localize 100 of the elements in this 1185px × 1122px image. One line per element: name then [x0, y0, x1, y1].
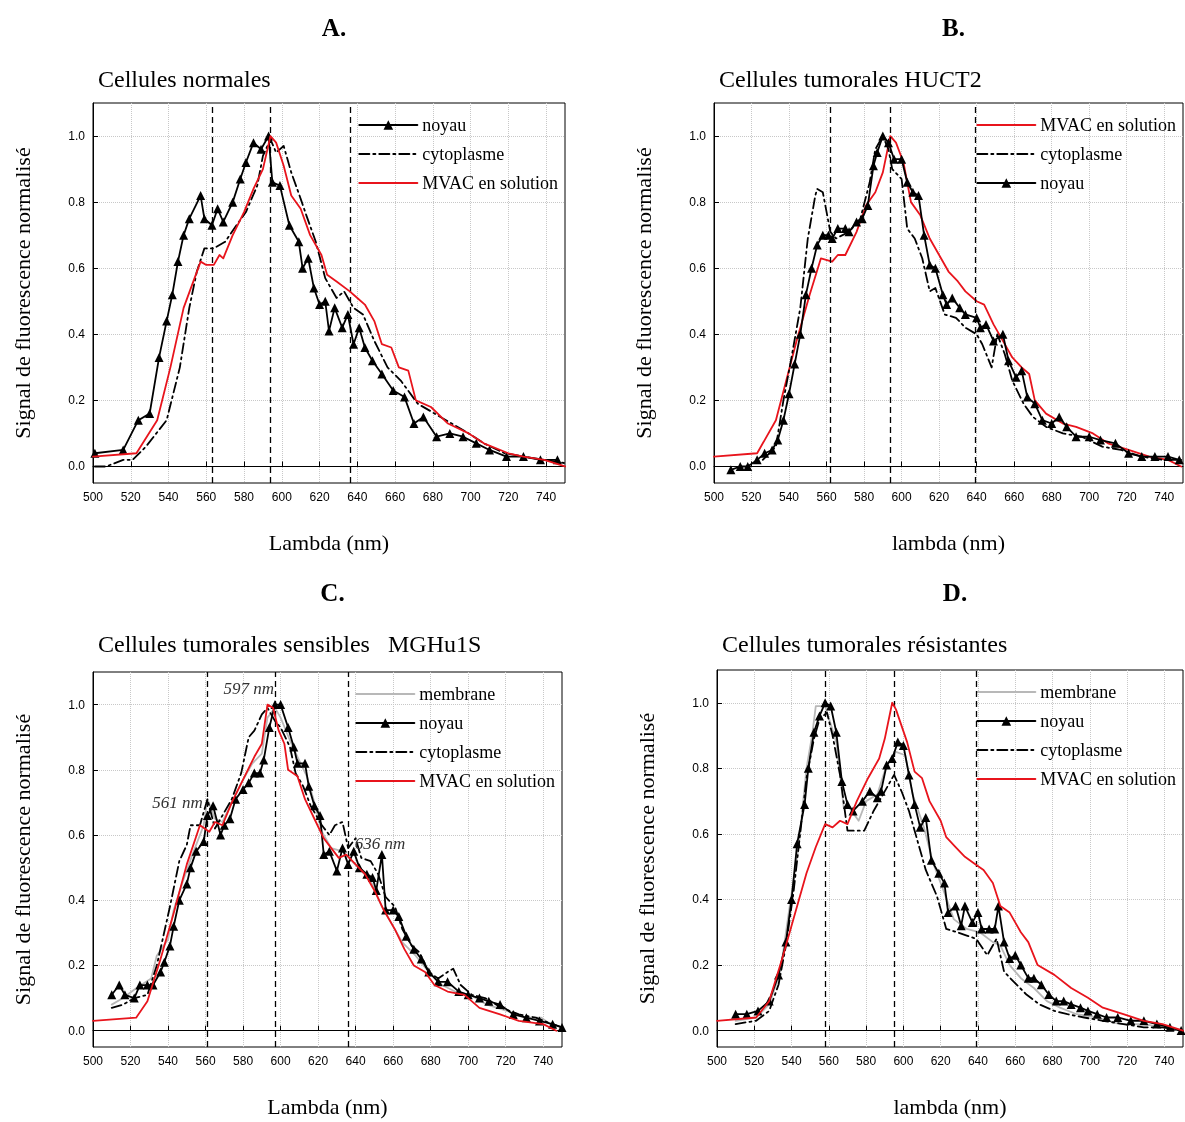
y-tick-label: 0.6 — [689, 261, 707, 276]
chart-title: C. — [320, 579, 345, 606]
point — [367, 356, 377, 366]
point — [228, 197, 238, 207]
point — [795, 329, 805, 339]
x-tick-label: 580 — [233, 1054, 254, 1068]
x-tick-label: 620 — [929, 490, 950, 504]
point — [735, 461, 745, 471]
point — [1022, 392, 1032, 402]
point — [284, 220, 294, 230]
y-tick-label: 1.0 — [689, 129, 707, 144]
x-axis-title: Lambda (nm) — [267, 1093, 388, 1119]
y-tick-label: 0.8 — [68, 762, 86, 777]
point — [1004, 356, 1014, 366]
x-tick-label: 640 — [347, 490, 368, 504]
x-tick-label: 500 — [82, 1054, 104, 1068]
annotation: 636 nm — [354, 833, 406, 853]
point — [902, 177, 912, 187]
x-tick-label: 660 — [383, 1054, 404, 1068]
y-axis-title: Signal de fluorescence normalisé — [9, 713, 35, 1006]
point — [989, 336, 999, 346]
point — [409, 419, 419, 429]
point — [445, 428, 455, 438]
y-tick-label: 0.8 — [692, 761, 710, 776]
x-tick-label: 500 — [82, 490, 104, 504]
x-tick-label: 740 — [536, 490, 557, 504]
x-tick-label: 580 — [234, 490, 255, 504]
point — [1017, 366, 1027, 376]
x-axis-title: Lambda (nm) — [268, 529, 390, 555]
point — [360, 343, 370, 353]
y-tick-label: 0.8 — [689, 195, 707, 210]
x-tick-label: 680 — [1042, 1054, 1063, 1068]
point — [133, 415, 143, 425]
annotation: 597 nm — [223, 678, 274, 698]
chart-subtitle: Cellules tumorales sensibles MGHu1S — [98, 631, 482, 657]
y-tick-label: 1.0 — [68, 697, 86, 712]
y-tick-label: 1.0 — [68, 129, 86, 144]
legend-label: cytoplasme — [422, 144, 505, 164]
point — [790, 359, 800, 369]
point — [784, 389, 794, 399]
point — [309, 283, 319, 293]
point — [235, 174, 245, 184]
legend-label: noyau — [422, 115, 467, 135]
legend-label: noyau — [1040, 711, 1085, 731]
x-tick-label: 560 — [816, 490, 837, 504]
point — [343, 309, 353, 319]
y-tick-label: 0.6 — [692, 826, 710, 841]
y-tick-label: 0.0 — [692, 1023, 710, 1038]
x-tick-label: 720 — [1116, 490, 1138, 504]
chart-subtitle: Cellules normales — [98, 66, 271, 92]
x-tick-label: 620 — [308, 1054, 329, 1068]
point — [938, 290, 948, 300]
x-tick-label: 700 — [458, 1054, 479, 1068]
point — [883, 138, 893, 148]
legend-label: membrane — [419, 684, 496, 704]
point — [303, 253, 313, 263]
x-tick-label: 700 — [1079, 490, 1100, 504]
x-tick-label: 700 — [1079, 1054, 1101, 1068]
point — [162, 316, 172, 326]
chart-subtitle: Cellules tumorales résistantes — [722, 631, 1008, 657]
point — [889, 154, 899, 164]
x-tick-label: 740 — [533, 1054, 554, 1068]
point — [913, 191, 923, 201]
y-tick-label: 0.6 — [68, 261, 86, 276]
x-axis-title: lambda (nm) — [893, 1093, 1007, 1119]
point — [1110, 438, 1120, 448]
point — [844, 227, 854, 237]
point — [868, 161, 878, 171]
y-tick-label: 0.6 — [68, 828, 86, 843]
x-tick-label: 600 — [891, 490, 912, 504]
y-tick-label: 0.4 — [689, 327, 707, 342]
point — [801, 290, 811, 300]
x-tick-label: 560 — [195, 1054, 216, 1068]
point — [942, 300, 952, 310]
point — [145, 409, 155, 419]
point — [1047, 419, 1057, 429]
y-tick-label: 0.0 — [68, 1023, 86, 1038]
x-tick-label: 740 — [1154, 490, 1175, 504]
x-tick-label: 600 — [270, 1054, 291, 1068]
x-tick-label: 540 — [158, 1054, 179, 1068]
point — [1071, 432, 1081, 442]
x-tick-label: 740 — [1154, 1054, 1175, 1068]
legend-label: MVAC en solution — [419, 771, 555, 791]
point — [833, 224, 843, 234]
point — [998, 329, 1008, 339]
point — [1124, 448, 1134, 458]
point — [315, 300, 325, 310]
x-tick-label: 660 — [385, 490, 406, 504]
point — [872, 148, 882, 158]
point — [743, 461, 753, 471]
point — [388, 385, 398, 395]
point — [1163, 452, 1173, 462]
point — [807, 263, 817, 273]
point — [930, 263, 940, 273]
point — [760, 448, 770, 458]
legend-label: cytoplasme — [1040, 144, 1123, 164]
point — [248, 138, 258, 148]
x-tick-label: 500 — [706, 1054, 728, 1068]
y-axis-title: Signal de fluorescence normalisé — [633, 712, 659, 1005]
point — [154, 352, 164, 362]
